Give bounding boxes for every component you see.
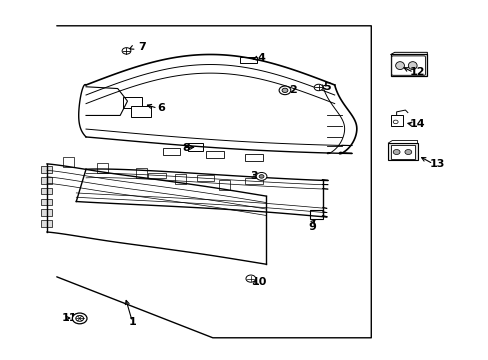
Text: 1: 1 — [128, 317, 136, 327]
Bar — [41, 220, 52, 226]
Text: 6: 6 — [157, 103, 165, 113]
Bar — [63, 157, 74, 167]
Bar — [206, 151, 224, 158]
Circle shape — [76, 316, 83, 321]
Bar — [387, 143, 417, 160]
Text: 14: 14 — [409, 120, 425, 129]
Text: 13: 13 — [428, 159, 444, 169]
Bar — [122, 97, 142, 108]
Bar — [245, 154, 263, 161]
Bar — [188, 143, 203, 150]
Circle shape — [259, 175, 264, 178]
Bar — [136, 168, 147, 178]
Text: 10: 10 — [251, 277, 266, 287]
Bar — [239, 57, 256, 63]
Text: 9: 9 — [308, 222, 316, 231]
Circle shape — [392, 120, 397, 124]
Bar — [390, 54, 427, 76]
Bar — [219, 180, 229, 190]
Ellipse shape — [407, 62, 416, 69]
Circle shape — [245, 275, 255, 282]
Text: 12: 12 — [409, 67, 425, 77]
Text: 2: 2 — [289, 85, 297, 95]
Bar — [245, 178, 263, 184]
Bar — [41, 199, 52, 205]
Text: 5: 5 — [323, 82, 330, 92]
Text: 7: 7 — [138, 42, 146, 52]
Circle shape — [404, 149, 411, 154]
Bar — [162, 148, 180, 155]
Bar — [41, 210, 52, 216]
Circle shape — [392, 149, 399, 154]
Text: 8: 8 — [182, 143, 189, 153]
Bar — [196, 175, 214, 181]
Bar — [175, 174, 185, 184]
Circle shape — [256, 172, 266, 180]
Circle shape — [279, 86, 290, 95]
Ellipse shape — [395, 62, 404, 69]
Circle shape — [122, 48, 131, 54]
Bar — [148, 172, 165, 178]
Bar — [390, 145, 414, 159]
Circle shape — [314, 84, 323, 91]
Text: 11: 11 — [61, 313, 77, 323]
Circle shape — [72, 313, 87, 324]
Bar — [131, 106, 151, 117]
Text: 3: 3 — [250, 171, 258, 181]
Bar — [310, 211, 322, 220]
FancyBboxPatch shape — [391, 56, 425, 75]
Bar — [97, 163, 108, 173]
Bar — [41, 188, 52, 194]
Bar — [41, 166, 52, 173]
Bar — [41, 177, 52, 184]
Text: 4: 4 — [257, 53, 265, 63]
Bar — [390, 116, 402, 126]
Circle shape — [282, 88, 287, 93]
